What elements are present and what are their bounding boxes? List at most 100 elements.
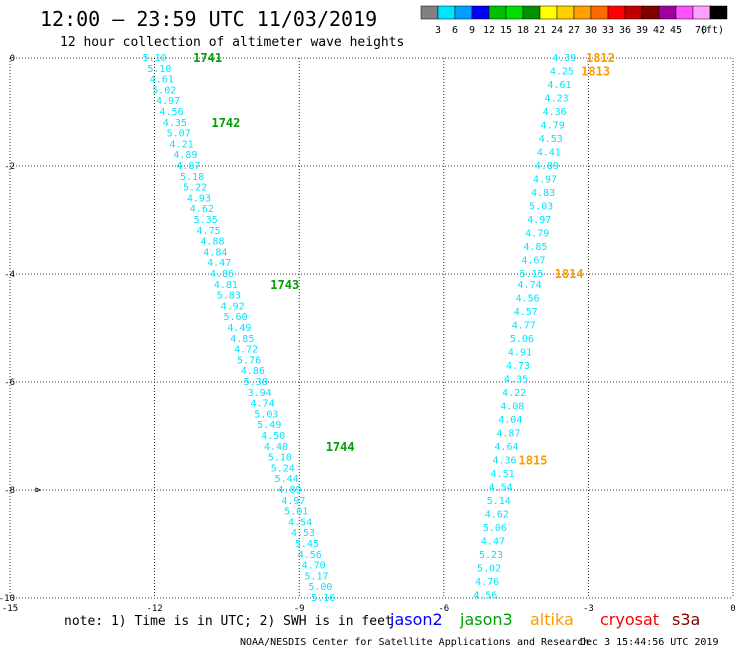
wave-height-point: 5.00 xyxy=(308,582,332,593)
wave-height-point: 4.75 xyxy=(197,226,221,237)
wave-height-point: 4.48 xyxy=(264,442,288,453)
legend-label: 6 xyxy=(452,25,458,36)
chart-title: 12:00 – 23:59 UTC 11/03/2019 xyxy=(40,7,377,31)
wave-height-point: 4.70 xyxy=(302,561,326,572)
wave-height-point: 4.79 xyxy=(541,121,565,132)
x-tick-label: -15 xyxy=(2,604,18,614)
wave-height-point: 4.89 xyxy=(535,161,559,172)
legend-swatch xyxy=(590,5,609,20)
wave-height-point: 5.07 xyxy=(167,129,191,140)
footer-note: note: 1) Time is in UTC; 2) SWH is in fe… xyxy=(64,614,393,629)
wave-height-point: 4.49 xyxy=(227,323,251,334)
wave-height-point: 5.76 xyxy=(237,355,261,366)
legend-label: 30 xyxy=(585,25,597,36)
legend-swatch xyxy=(692,5,711,20)
grid-lines xyxy=(9,57,734,599)
legend-label: 18 xyxy=(517,25,529,36)
wave-height-point: 4.97 xyxy=(281,496,305,507)
wave-height-point: 4.51 xyxy=(491,469,515,480)
wave-height-point: 5.03 xyxy=(254,409,278,420)
track-altika: 4.39 4.25 4.61 4.23 4.36 4.79 4.53 4.41 4.89 4.97… xyxy=(473,51,615,601)
wave-height-point: 4.89 xyxy=(173,150,197,161)
wave-height-point: 4.21 xyxy=(170,139,194,150)
time-label: 1741 xyxy=(193,51,222,65)
time-label: 1814 xyxy=(555,267,584,281)
legend-swatch xyxy=(624,5,643,20)
wave-height-point: 4.87 xyxy=(176,161,200,172)
wave-height-point: 4.54 xyxy=(288,517,312,528)
wave-height-point: 5.17 xyxy=(305,571,329,582)
footer-credit: NOAA/NESDIS Center for Satellite Applica… xyxy=(240,637,589,648)
legend-swatch xyxy=(556,5,575,20)
wave-height-point: 4.72 xyxy=(234,345,258,356)
legend-label: 33 xyxy=(602,25,614,36)
legend-swatch xyxy=(675,5,694,20)
wave-height-point: 4.61 xyxy=(547,80,571,91)
legend-swatch xyxy=(709,5,728,20)
y-tick-label: -2 xyxy=(4,162,15,172)
time-label: 1743 xyxy=(270,278,299,292)
satellite-altika: altika xyxy=(530,610,574,629)
wave-height-point: 4.56 xyxy=(298,550,322,561)
legend-swatch xyxy=(420,5,439,20)
wave-height-point: 4.97 xyxy=(527,215,551,226)
legend-swatch xyxy=(454,5,473,20)
legend-unit: (ft) xyxy=(700,25,724,36)
wave-height-point: 4.23 xyxy=(545,94,569,105)
legend-label: 36 xyxy=(619,25,631,36)
wave-height-point: 5.44 xyxy=(275,474,299,485)
track-jason3: 5.105.104.615.024.974.564.355.074.214.89… xyxy=(143,51,355,604)
wave-height-point: 5.06 xyxy=(510,334,534,345)
wave-height-point: 5.45 xyxy=(295,539,319,550)
wave-height-point: 4.97 xyxy=(156,96,180,107)
y-tick-label: -10 xyxy=(0,594,15,604)
wave-height-point: 5.06 xyxy=(483,523,507,534)
satellite-jason3: jason3 xyxy=(459,610,513,629)
wave-height-point: 4.91 xyxy=(508,347,532,358)
wave-height-point: 4.92 xyxy=(221,301,245,312)
wave-height-point: 4.39 xyxy=(552,53,576,64)
satellite-s3a: s3a xyxy=(672,610,700,629)
wave-height-point: 5.01 xyxy=(284,507,308,518)
wave-height-point: 5.49 xyxy=(257,420,281,431)
wave-height-point: 4.97 xyxy=(533,175,557,186)
wave-height-point: 4.41 xyxy=(537,148,561,159)
legend-label: 39 xyxy=(636,25,648,36)
color-scale-legend: 3 6 9 12 15 18 21 24 27 30 33 36 39 42 45 70 xyxy=(420,5,728,36)
legend-label: 42 xyxy=(653,25,665,36)
wave-height-point: 4.85 xyxy=(230,334,254,345)
wave-height-point: 4.35 xyxy=(504,374,528,385)
wave-height-point: 5.10 xyxy=(147,64,171,75)
wave-height-point: 4.87 xyxy=(496,428,520,439)
axis-ticks: -15 -12 -9 -6 -3 0 0 -2 -4 -6 -8 -10 xyxy=(0,54,736,614)
x-tick-label: -3 xyxy=(583,604,594,614)
wave-height-point: 4.89 xyxy=(278,485,302,496)
y-tick-label: -8 xyxy=(4,486,15,496)
legend-label: 45 xyxy=(670,25,682,36)
wave-height-point: 5.16 xyxy=(311,593,335,604)
wave-height-point: 4.76 xyxy=(475,577,499,588)
legend-label: 70 xyxy=(695,25,707,36)
satellite-cryosat: cryosat xyxy=(600,610,659,629)
wave-height-point: 4.74 xyxy=(251,399,275,410)
wave-height-point: 4.74 xyxy=(518,280,542,291)
legend-swatch xyxy=(505,5,524,20)
wave-height-point: 4.50 xyxy=(261,431,285,442)
wave-height-point: 4.81 xyxy=(214,280,238,291)
wave-height-point: 4.47 xyxy=(207,258,231,269)
wave-height-point: 4.86 xyxy=(210,269,234,280)
wave-height-point: 5.38 xyxy=(244,377,268,388)
wave-height-point: 4.56 xyxy=(159,107,183,118)
legend-label: 15 xyxy=(500,25,512,36)
legend-label: 3 xyxy=(435,25,441,36)
x-tick-label: -12 xyxy=(146,604,162,614)
wave-height-point: 5.83 xyxy=(217,291,241,302)
wave-height-point: 3.94 xyxy=(248,388,272,399)
time-label: 1815 xyxy=(519,453,548,467)
wave-height-point: 4.77 xyxy=(512,320,536,331)
wave-height-point: 4.57 xyxy=(514,307,538,318)
wave-height-point: 5.14 xyxy=(487,496,511,507)
wave-height-point: 4.83 xyxy=(531,188,555,199)
wave-height-point: 5.15 xyxy=(519,269,543,280)
